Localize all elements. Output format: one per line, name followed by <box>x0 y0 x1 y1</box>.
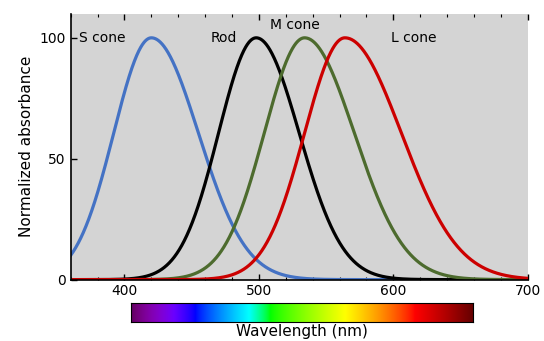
Text: L cone: L cone <box>391 31 436 45</box>
Text: Wavelength (nm): Wavelength (nm) <box>236 324 368 339</box>
Y-axis label: Normalized absorbance: Normalized absorbance <box>19 56 34 237</box>
Text: M cone: M cone <box>270 18 319 32</box>
Text: S cone: S cone <box>79 31 125 45</box>
Text: Rod: Rod <box>211 31 237 45</box>
